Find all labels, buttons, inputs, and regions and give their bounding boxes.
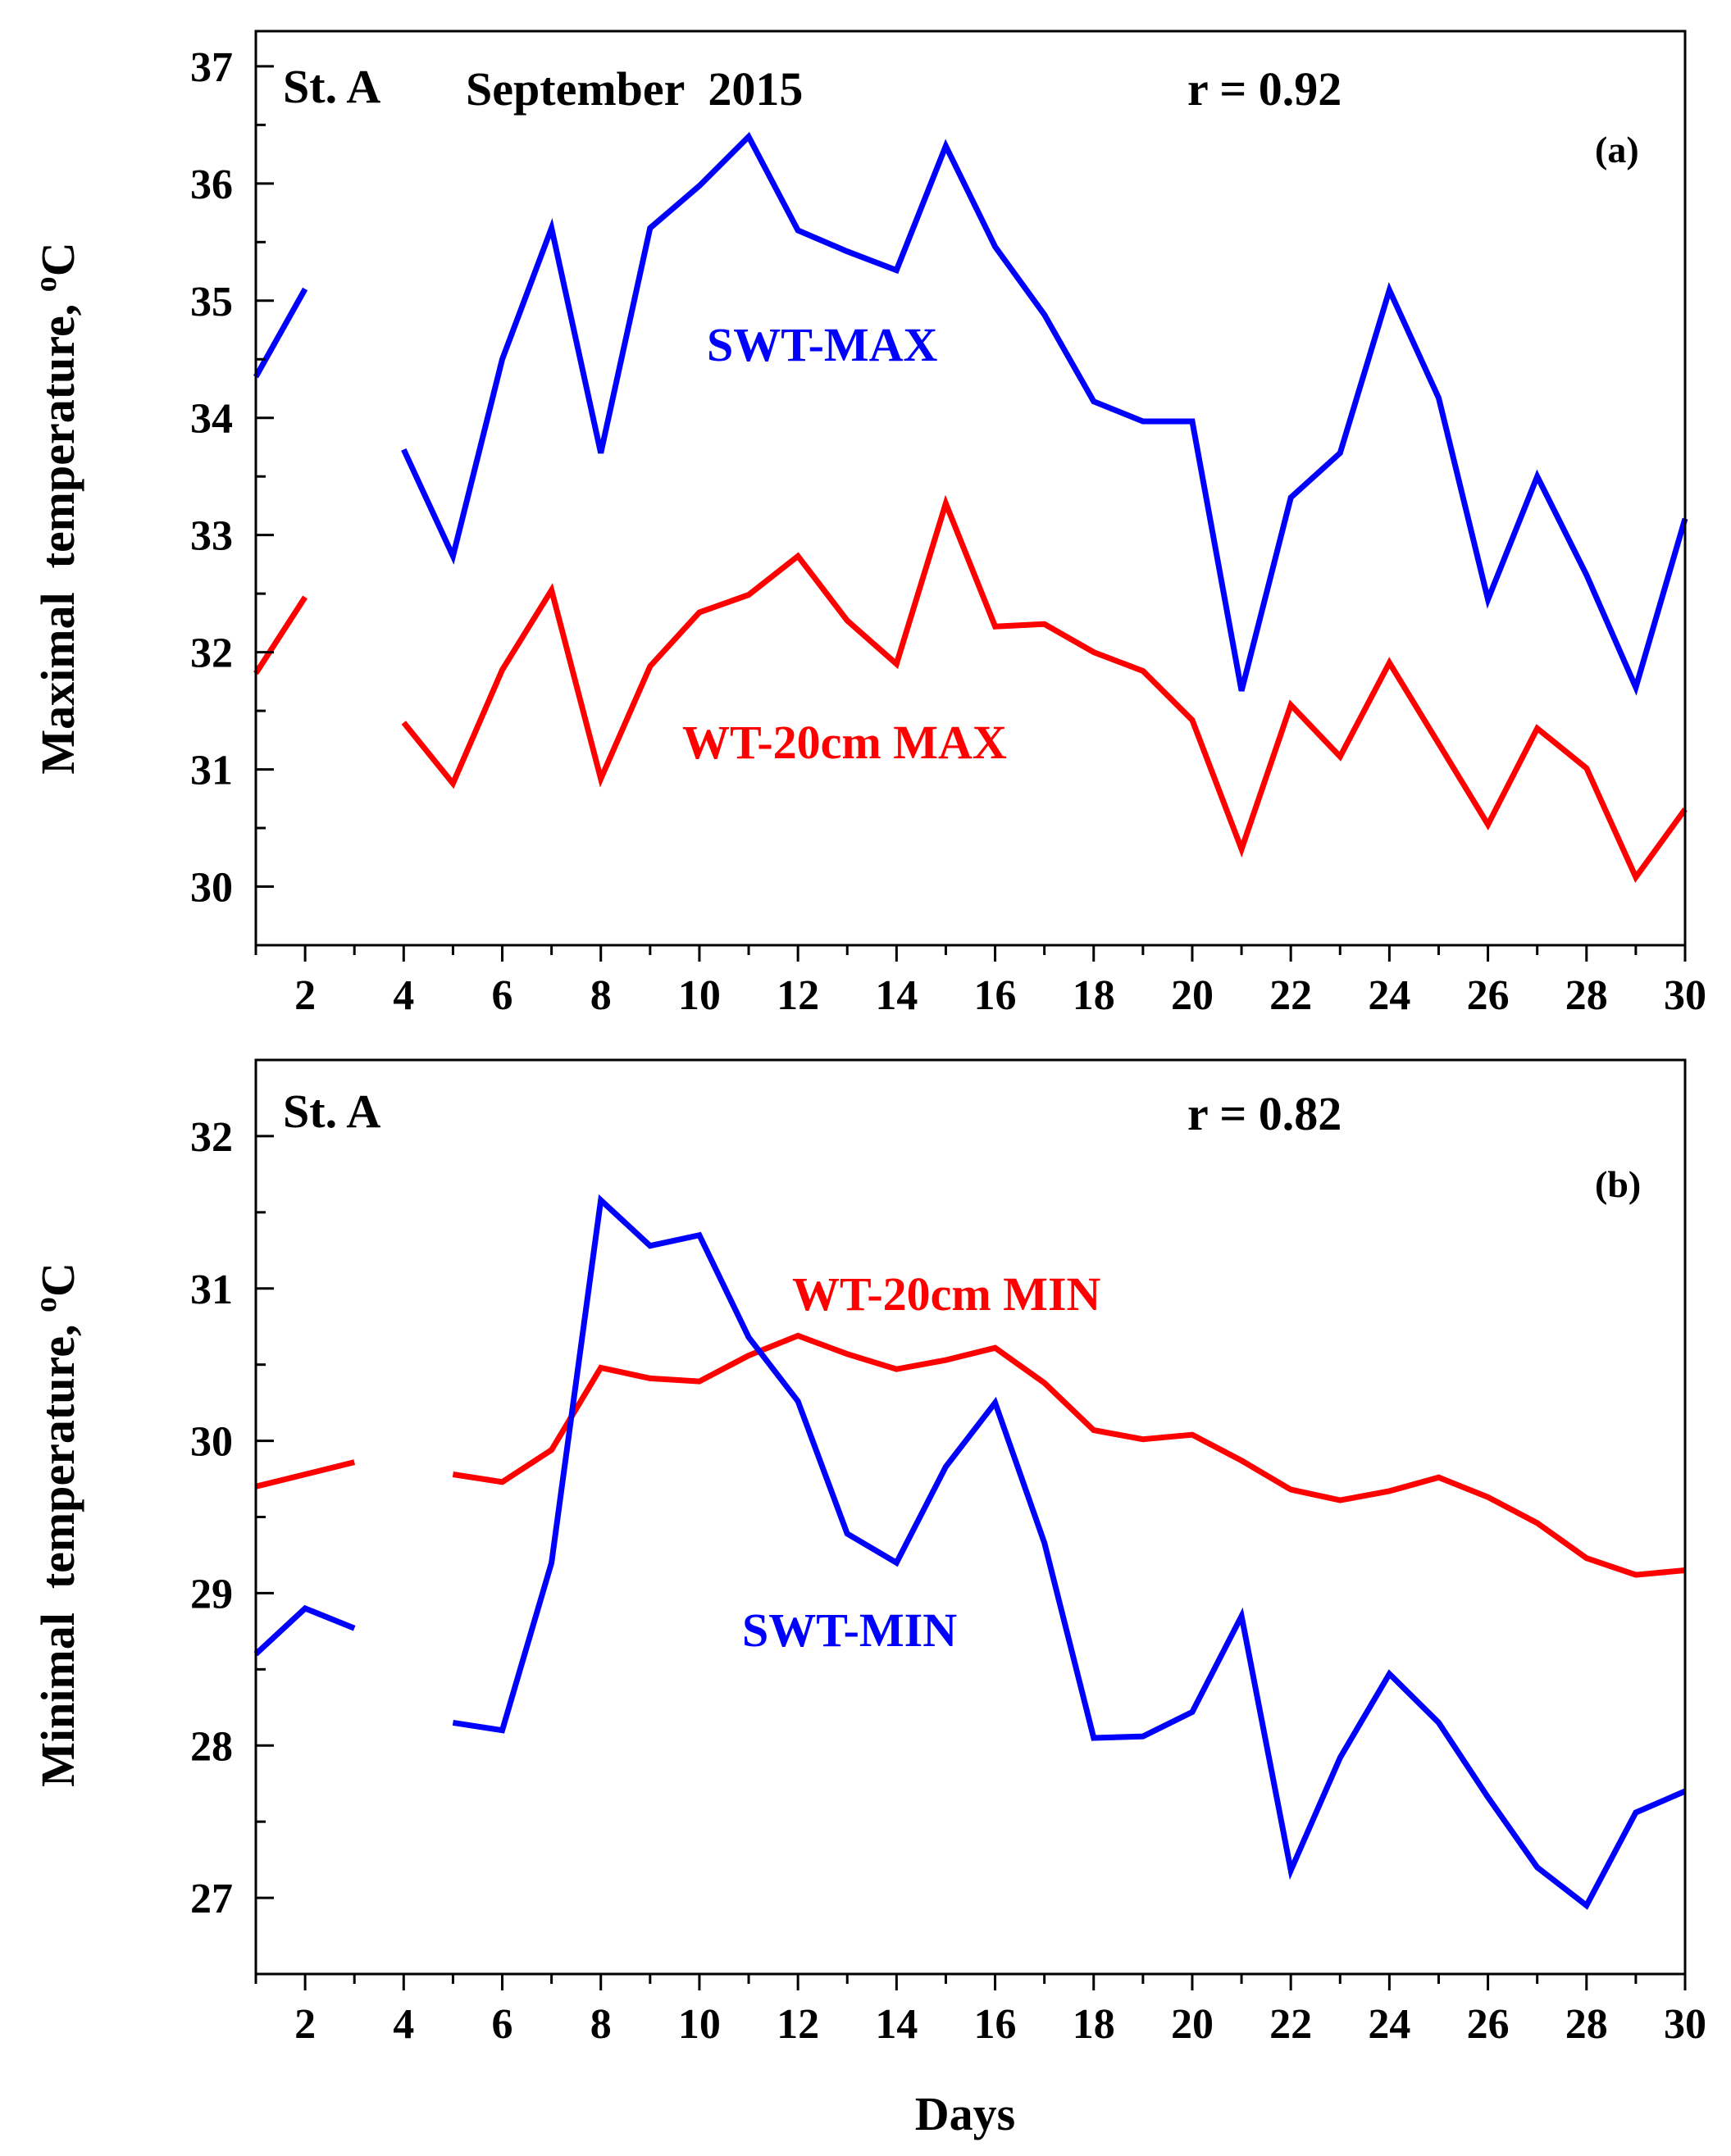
x-tick-label-8: 8: [590, 972, 612, 1019]
y-tick-label-37: 37: [190, 44, 233, 91]
panel-a-frame: [254, 30, 1687, 947]
series-line-swt-min-segment-0: [253, 1604, 356, 1657]
x-tick-label-28: 28: [1565, 972, 1608, 1019]
panel-b-y-axis-title: Minimal temperature, oC: [29, 1262, 84, 1787]
series-label-swt-min: SWT-MIN: [742, 1603, 957, 1657]
x-tick-label-26: 26: [1467, 2001, 1510, 2048]
y-tick-label-32: 32: [190, 1114, 233, 1161]
series-line-wt-20cm-min-segment-1: [452, 1332, 1686, 1578]
series-label-wt20-max: WT-20cm MAX: [682, 716, 1007, 769]
series-line-wt-20cm-max-segment-1: [401, 494, 1688, 884]
series-line-wt-20cm-max-segment-0: [253, 595, 308, 675]
series-line-wt-20cm-min-segment-0: [255, 1459, 356, 1490]
panel-a-letter: (a): [1595, 129, 1639, 171]
y-tick-label-33: 33: [190, 513, 233, 560]
x-tick-label-16: 16: [974, 2001, 1017, 2048]
panel-b-letter: (b): [1595, 1163, 1641, 1205]
x-tick-label-24: 24: [1368, 2001, 1410, 2048]
x-tick-label-22: 22: [1269, 972, 1312, 1019]
y-tick-label-34: 34: [190, 396, 233, 443]
x-tick-label-28: 28: [1565, 2001, 1608, 2048]
panel-a-station-label: St. A: [283, 60, 380, 113]
y-tick-label-27: 27: [190, 1876, 233, 1922]
y-tick-label-30: 30: [190, 1419, 233, 1466]
series-label-wt20-min: WT-20cm MIN: [792, 1267, 1101, 1321]
x-tick-label-4: 4: [393, 2001, 414, 2048]
x-tick-label-4: 4: [393, 972, 414, 1019]
panel-b-correlation: r = 0.82: [1187, 1087, 1342, 1140]
series-line-swt-max-segment-1: [401, 131, 1688, 696]
x-tick-label-10: 10: [678, 2001, 721, 2048]
series-label-swt-max: SWT-MAX: [707, 318, 938, 371]
x-tick-label-22: 22: [1269, 2001, 1312, 2048]
x-tick-label-30: 30: [1664, 2001, 1706, 2048]
x-tick-label-30: 30: [1664, 972, 1706, 1019]
x-tick-label-2: 2: [294, 2001, 316, 2048]
x-tick-label-16: 16: [974, 972, 1017, 1019]
x-tick-label-12: 12: [777, 972, 819, 1019]
y-tick-label-35: 35: [190, 279, 233, 325]
x-tick-label-18: 18: [1073, 2001, 1115, 2048]
y-tick-label-31: 31: [190, 748, 233, 794]
x-tick-label-10: 10: [678, 972, 721, 1019]
y-tick-label-29: 29: [190, 1571, 233, 1617]
y-tick-label-30: 30: [190, 865, 233, 912]
x-tick-label-6: 6: [492, 2001, 513, 2048]
x-axis-title: Days: [915, 2087, 1015, 2140]
x-tick-label-12: 12: [777, 2001, 819, 2048]
x-tick-label-8: 8: [590, 2001, 612, 2048]
panel-a-y-axis-title: Maximal temperature, oC: [29, 242, 84, 774]
x-tick-label-18: 18: [1073, 972, 1115, 1019]
y-tick-label-32: 32: [190, 630, 233, 677]
y-tick-label-28: 28: [190, 1723, 233, 1770]
y-tick-label-36: 36: [190, 161, 233, 208]
series-line-swt-max-segment-0: [253, 287, 308, 379]
panel-b-station-label: St. A: [283, 1085, 380, 1138]
x-tick-label-24: 24: [1368, 972, 1410, 1019]
panel-a-correlation: r = 0.92: [1187, 62, 1342, 116]
x-tick-label-14: 14: [875, 2001, 918, 2048]
x-tick-label-2: 2: [294, 972, 316, 1019]
y-tick-label-31: 31: [190, 1267, 233, 1313]
x-tick-label-20: 20: [1171, 2001, 1214, 2048]
x-tick-label-20: 20: [1171, 972, 1214, 1019]
x-tick-label-26: 26: [1467, 972, 1510, 1019]
panel-a-title: September 2015: [466, 62, 803, 116]
series-line-swt-min-segment-1: [452, 1194, 1687, 1910]
x-tick-label-6: 6: [492, 972, 513, 1019]
x-tick-label-14: 14: [875, 972, 918, 1019]
